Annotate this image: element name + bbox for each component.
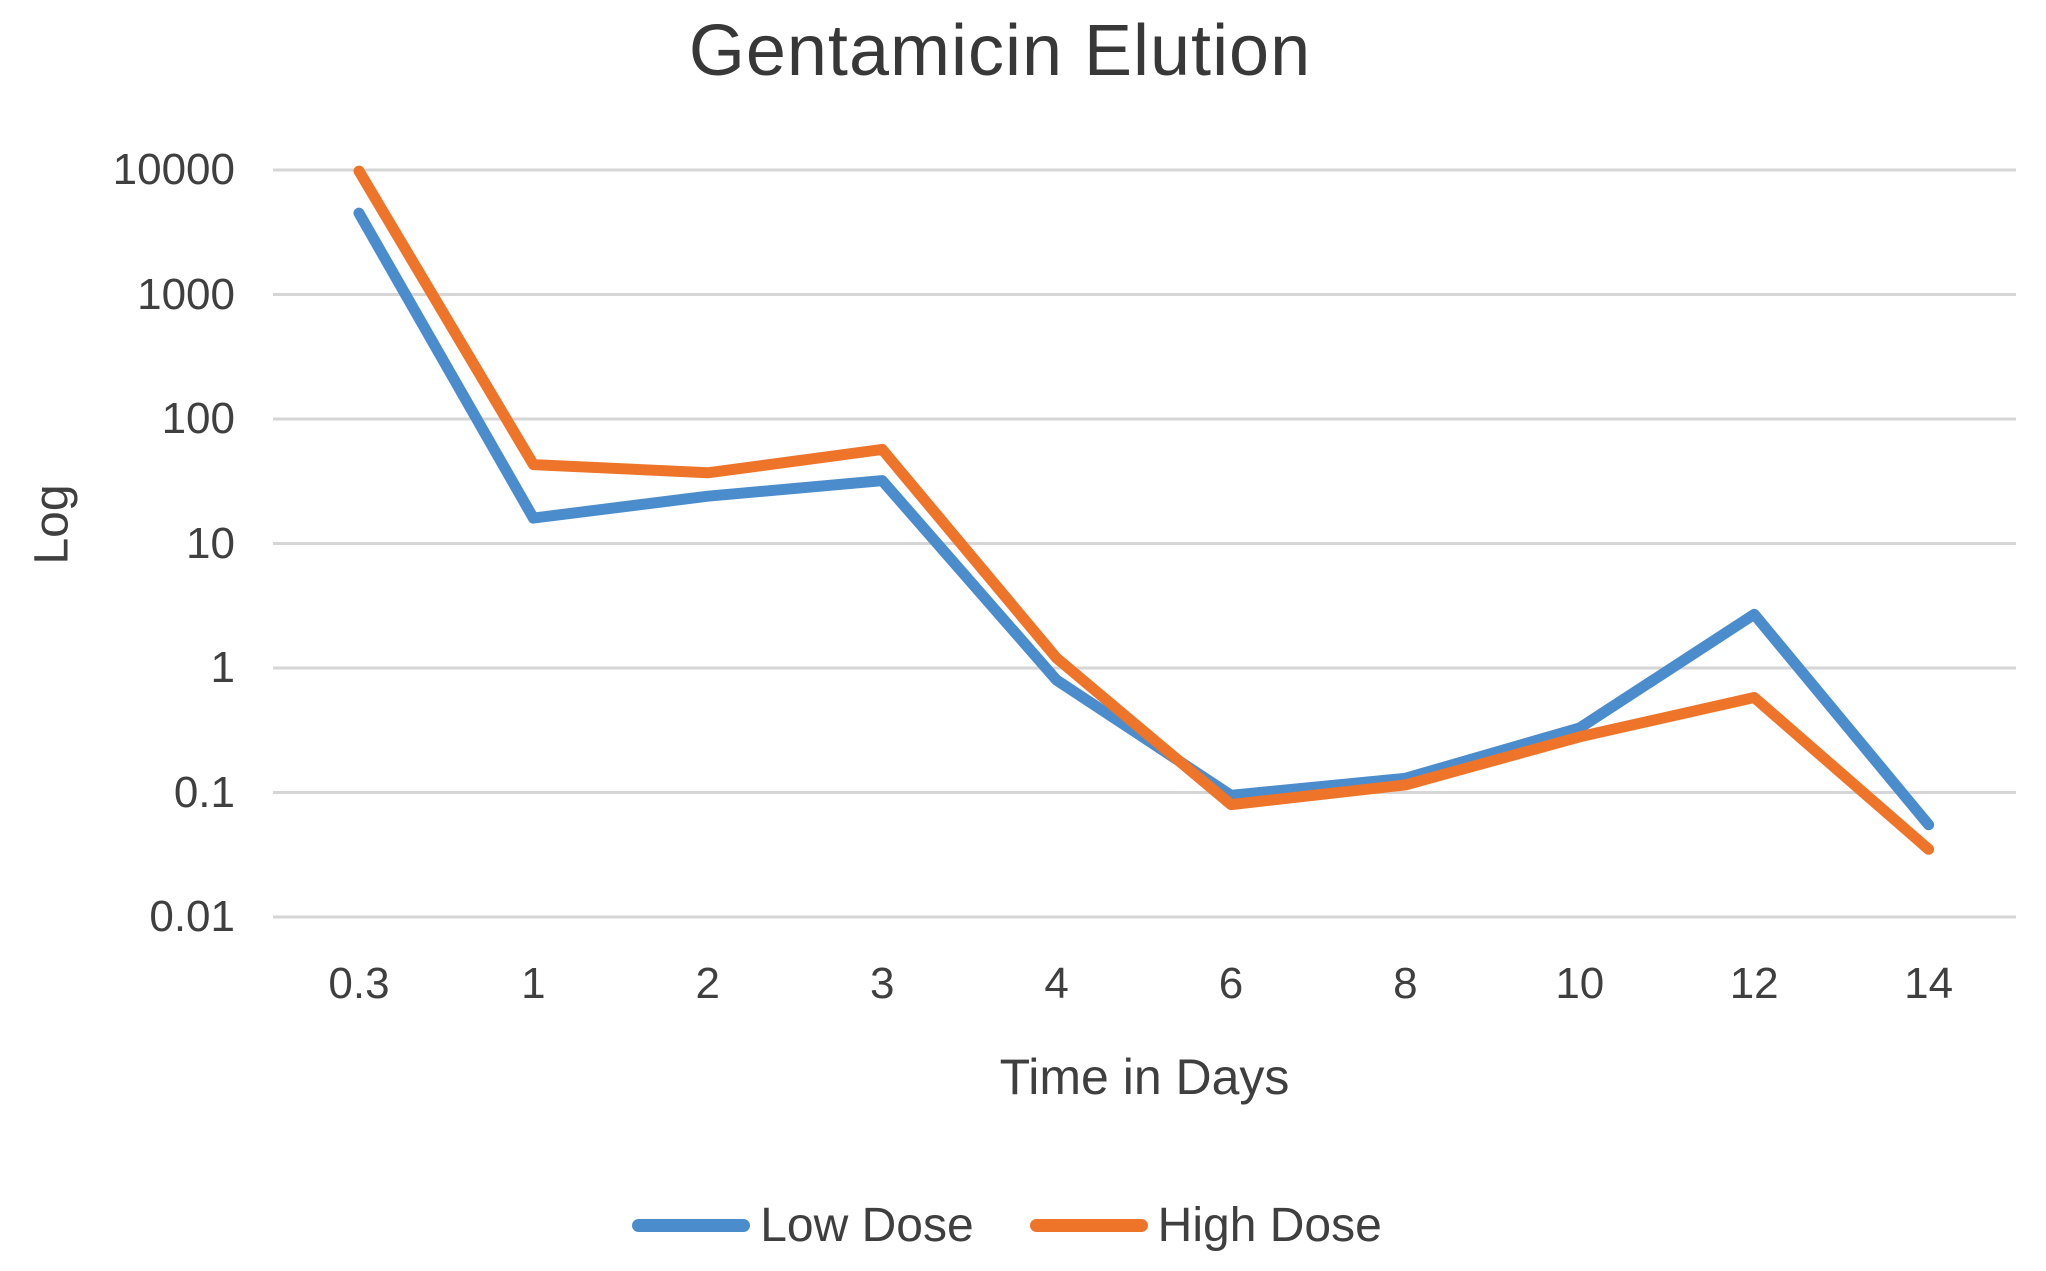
x-axis-tick-label: 1 [521,959,546,1008]
legend-label: Low Dose [760,1199,974,1252]
x-axis-tick-label: 3 [869,959,895,1008]
y-axis-tick-label: 10000 [112,145,235,194]
y-axis-tick-label: 100 [161,394,235,443]
y-axis-tick-label: 10 [186,518,235,568]
x-axis-tick-label: 12 [1729,959,1779,1008]
legend-swatch-icon [632,1219,751,1232]
x-axis-tick-label: 0.3 [328,959,390,1008]
y-axis-title: Log [25,484,79,565]
legend-item-low-dose: Low Dose [632,1198,974,1253]
x-axis-tick-label: 6 [1218,959,1244,1008]
y-axis-tick-label: 1 [210,643,235,692]
x-axis-tick-label: 14 [1904,959,1954,1008]
y-axis-tick-label: 0.01 [149,892,235,941]
y-axis-tick-label: 0.1 [173,767,235,817]
legend-swatch-icon [1029,1219,1148,1232]
legend-item-high-dose: High Dose [1029,1198,1382,1253]
x-axis-tick-label: 10 [1555,959,1605,1008]
x-axis-tick-label: 2 [695,959,721,1008]
series-line-high-dose [353,165,1935,855]
chart-legend: Low Dose High Dose [0,1198,2014,1253]
legend-label: High Dose [1157,1199,1382,1252]
y-axis-tick-label: 1000 [137,269,235,319]
x-axis-tick-label: 4 [1044,959,1069,1008]
x-axis-title: Time in Days [999,1049,1290,1105]
chart-title: Gentamicin Elution [688,11,1312,91]
x-axis-tick-label: 8 [1393,959,1418,1008]
